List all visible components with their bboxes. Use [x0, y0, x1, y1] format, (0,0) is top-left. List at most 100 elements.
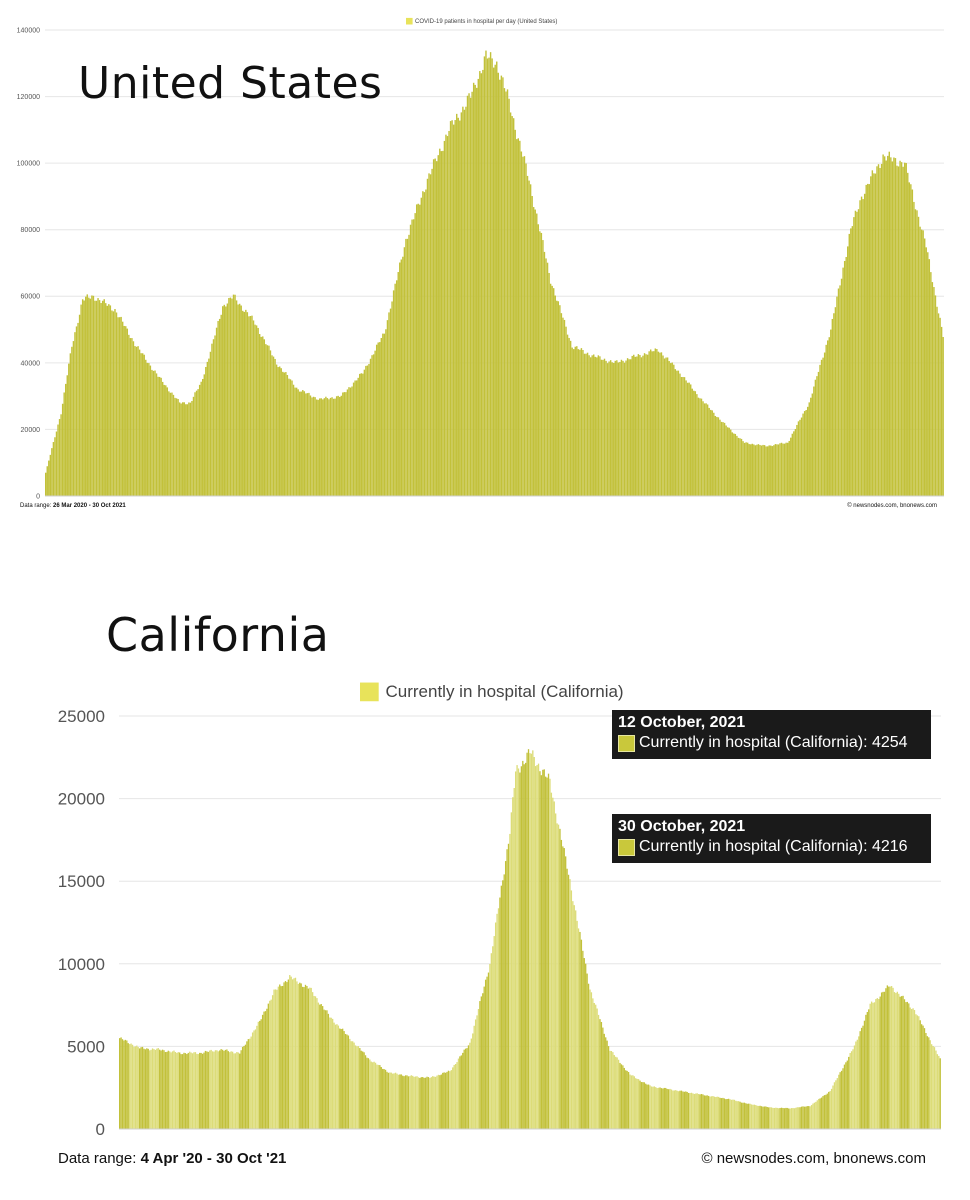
- bar: [286, 375, 289, 496]
- bar: [622, 360, 624, 496]
- bar: [533, 757, 535, 1129]
- bar: [400, 259, 403, 496]
- bar: [128, 334, 130, 496]
- bar: [902, 995, 904, 1129]
- bar: [219, 1050, 221, 1129]
- bar: [373, 1061, 375, 1129]
- legend-swatch: [406, 17, 413, 25]
- bar: [596, 1008, 598, 1129]
- bar: [129, 1044, 131, 1129]
- bar: [473, 1025, 475, 1129]
- bar: [349, 1038, 351, 1129]
- bar: [126, 328, 129, 496]
- bar: [927, 252, 929, 496]
- bar: [140, 353, 142, 496]
- bar: [323, 398, 326, 496]
- bar: [175, 398, 178, 496]
- bar: [849, 1053, 851, 1129]
- bar: [563, 319, 566, 496]
- bar: [184, 1053, 187, 1129]
- bar: [928, 259, 931, 496]
- bar: [388, 312, 390, 496]
- bar: [403, 247, 406, 496]
- bar: [750, 444, 752, 496]
- bar: [877, 164, 880, 496]
- bar: [114, 309, 116, 496]
- bar: [702, 1094, 704, 1129]
- bar: [339, 1028, 341, 1129]
- bar: [546, 777, 548, 1129]
- bar: [775, 1107, 777, 1129]
- bar: [512, 118, 515, 496]
- bar: [480, 996, 482, 1129]
- bar: [220, 314, 222, 496]
- bar: [166, 1051, 168, 1129]
- bar: [906, 1001, 909, 1129]
- bar: [642, 1082, 644, 1129]
- bar: [695, 1093, 697, 1129]
- bar: [100, 303, 102, 496]
- bar: [442, 1072, 444, 1129]
- bar: [198, 384, 201, 496]
- bar: [236, 1052, 238, 1129]
- bar: [746, 1103, 748, 1129]
- bar: [808, 1106, 810, 1129]
- bar: [203, 374, 205, 496]
- bar: [878, 999, 880, 1129]
- bar: [146, 1048, 148, 1129]
- bar: [115, 312, 118, 496]
- bar: [485, 50, 487, 496]
- bar: [920, 229, 923, 496]
- bar: [525, 163, 527, 496]
- us-data-range: Data range: 26 Mar 2020 - 30 Oct 2021: [20, 503, 126, 509]
- bar: [101, 300, 104, 496]
- bar: [483, 986, 485, 1129]
- bar: [288, 378, 290, 496]
- bar: [261, 1014, 264, 1129]
- bar: [619, 1062, 621, 1129]
- bar: [483, 56, 486, 497]
- bar: [568, 337, 570, 496]
- bar: [918, 1016, 920, 1129]
- bar: [899, 996, 901, 1129]
- bar: [434, 1076, 437, 1129]
- bar: [246, 1041, 248, 1129]
- bar: [819, 1098, 821, 1129]
- bar: [840, 278, 843, 496]
- bar: [796, 1107, 798, 1129]
- bar: [847, 246, 849, 496]
- bar: [676, 1090, 678, 1129]
- bar: [462, 106, 464, 497]
- bar: [157, 1048, 159, 1129]
- bar: [383, 1069, 385, 1129]
- bar: [760, 445, 763, 496]
- bar: [178, 402, 181, 496]
- bar: [251, 1032, 254, 1129]
- bar: [177, 1052, 179, 1129]
- bar: [149, 365, 152, 496]
- bar: [482, 69, 484, 497]
- bar: [619, 361, 621, 496]
- bar: [471, 91, 473, 497]
- bar: [357, 377, 359, 496]
- bar: [369, 1059, 371, 1129]
- bar: [727, 1098, 730, 1129]
- us-credit: © newsnodes.com, bnonews.com: [847, 503, 937, 509]
- bar: [389, 1072, 391, 1129]
- bar: [773, 445, 775, 496]
- bar: [870, 1001, 873, 1129]
- bar: [240, 305, 242, 496]
- bar: [366, 365, 369, 496]
- bar: [557, 301, 560, 496]
- bar: [926, 1036, 929, 1129]
- bar: [566, 868, 568, 1129]
- bar: [239, 1053, 241, 1129]
- bar: [454, 1064, 457, 1129]
- bar: [846, 1060, 848, 1129]
- bar: [883, 156, 886, 496]
- bar: [805, 410, 807, 496]
- bar: [720, 1098, 723, 1129]
- bar: [334, 398, 336, 496]
- bar: [437, 1074, 440, 1129]
- bar: [783, 1108, 786, 1129]
